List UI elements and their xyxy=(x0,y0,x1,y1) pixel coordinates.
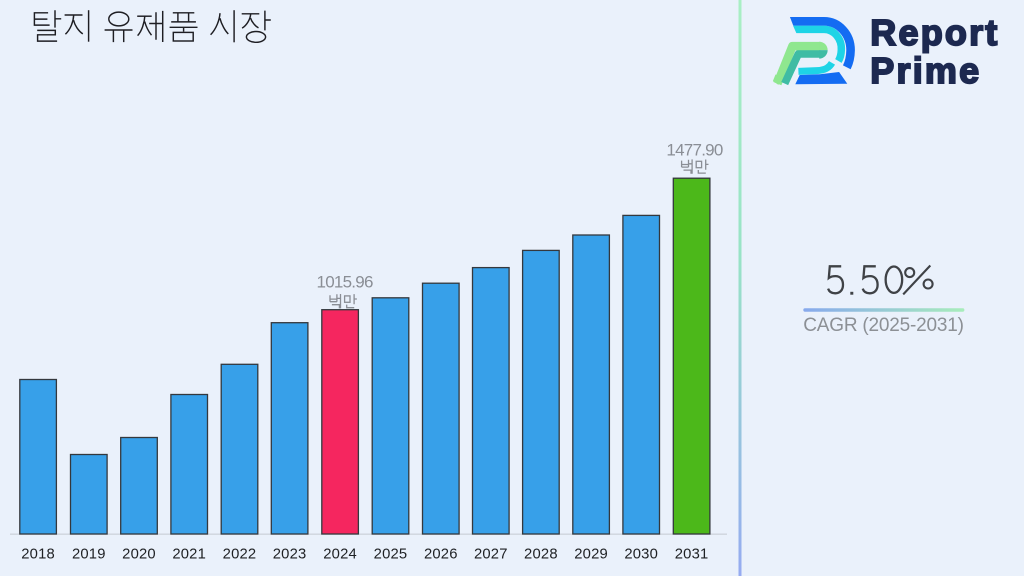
svg-text:2018: 2018 xyxy=(21,546,55,562)
svg-text:2020: 2020 xyxy=(122,546,156,562)
svg-text:2025: 2025 xyxy=(374,546,408,562)
svg-text:1015.96: 1015.96 xyxy=(316,272,372,291)
svg-text:2030: 2030 xyxy=(624,546,658,562)
svg-text:2028: 2028 xyxy=(524,546,558,562)
svg-text:CAGR (2025-2031): CAGR (2025-2031) xyxy=(803,315,964,336)
svg-text:2029: 2029 xyxy=(574,546,608,562)
svg-text:Prime: Prime xyxy=(870,50,981,91)
svg-text:2027: 2027 xyxy=(474,546,508,562)
svg-text:2031: 2031 xyxy=(675,546,709,562)
svg-text:2019: 2019 xyxy=(72,546,106,562)
svg-text:2021: 2021 xyxy=(172,546,206,562)
svg-text:2022: 2022 xyxy=(223,546,257,562)
svg-text:2023: 2023 xyxy=(273,546,307,562)
svg-text:Report: Report xyxy=(870,12,999,53)
svg-text:2024: 2024 xyxy=(323,546,357,562)
svg-text:1477.90: 1477.90 xyxy=(666,140,722,159)
svg-text:2026: 2026 xyxy=(424,546,458,562)
